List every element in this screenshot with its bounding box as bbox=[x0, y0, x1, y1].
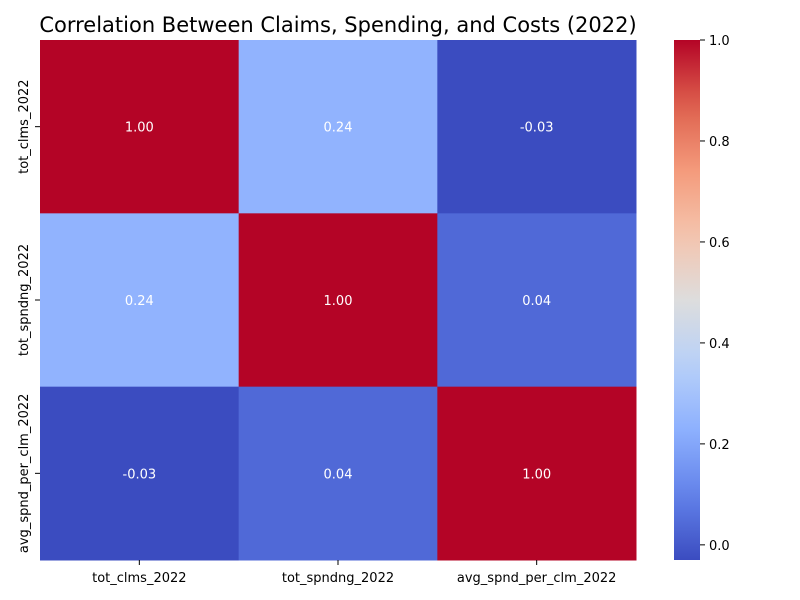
heatmap-cell bbox=[40, 386, 240, 561]
colorbar-tick-label: 0.6 bbox=[709, 236, 730, 251]
x-axis-ticks: tot_clms_2022 tot_spndng_2022 avg_spnd_per… bbox=[92, 560, 616, 586]
cell-value-label: 0.04 bbox=[522, 294, 551, 309]
heatmap-cells: 1.00 0.24 -0.03 0.24 1.00 0.04 -0.03 0.04 1.00 bbox=[40, 40, 637, 561]
colorbar-tick-label: 0.0 bbox=[709, 539, 730, 554]
heatmap-cell bbox=[238, 213, 438, 388]
colorbar-tick-label: 0.2 bbox=[709, 438, 730, 453]
cell-value-label: -0.03 bbox=[123, 467, 157, 482]
colorbar-ticks: 0.0 0.2 0.4 0.6 0.8 1.0 bbox=[700, 34, 730, 554]
cell-value-label: 1.00 bbox=[324, 294, 353, 309]
x-tick-label: avg_spnd_per_clm_2022 bbox=[457, 571, 617, 586]
colorbar-tick-label: 0.8 bbox=[709, 135, 730, 150]
cell-value-label: 0.24 bbox=[125, 294, 154, 309]
y-tick-label: avg_spnd_per_clm_2022 bbox=[17, 394, 32, 554]
heatmap-cell bbox=[437, 40, 637, 214]
colorbar-tick-label: 1.0 bbox=[709, 34, 730, 49]
cell-value-label: 1.00 bbox=[125, 121, 154, 136]
x-tick-label: tot_spndng_2022 bbox=[282, 571, 394, 586]
heatmap-cell bbox=[40, 213, 240, 388]
heatmap-cell bbox=[437, 213, 637, 388]
cell-value-label: 1.00 bbox=[522, 467, 551, 482]
heatmap-cell bbox=[238, 40, 438, 214]
cell-value-label: 0.04 bbox=[324, 467, 353, 482]
x-tick-label: tot_clms_2022 bbox=[92, 571, 186, 586]
cell-value-label: -0.03 bbox=[520, 121, 554, 136]
heatmap-cell bbox=[40, 40, 240, 214]
cell-value-label: 0.24 bbox=[324, 121, 353, 136]
y-axis-ticks: tot_clms_2022 tot_spndng_2022 avg_spnd_per… bbox=[17, 79, 40, 553]
colorbar-tick-label: 0.4 bbox=[709, 337, 730, 352]
y-tick-label: tot_spndng_2022 bbox=[17, 244, 32, 356]
heatmap-cell bbox=[238, 386, 438, 561]
chart-title: Correlation Between Claims, Spending, an… bbox=[39, 13, 636, 37]
heatmap-cell bbox=[437, 386, 637, 561]
y-tick-label: tot_clms_2022 bbox=[17, 79, 32, 173]
colorbar bbox=[674, 40, 700, 560]
